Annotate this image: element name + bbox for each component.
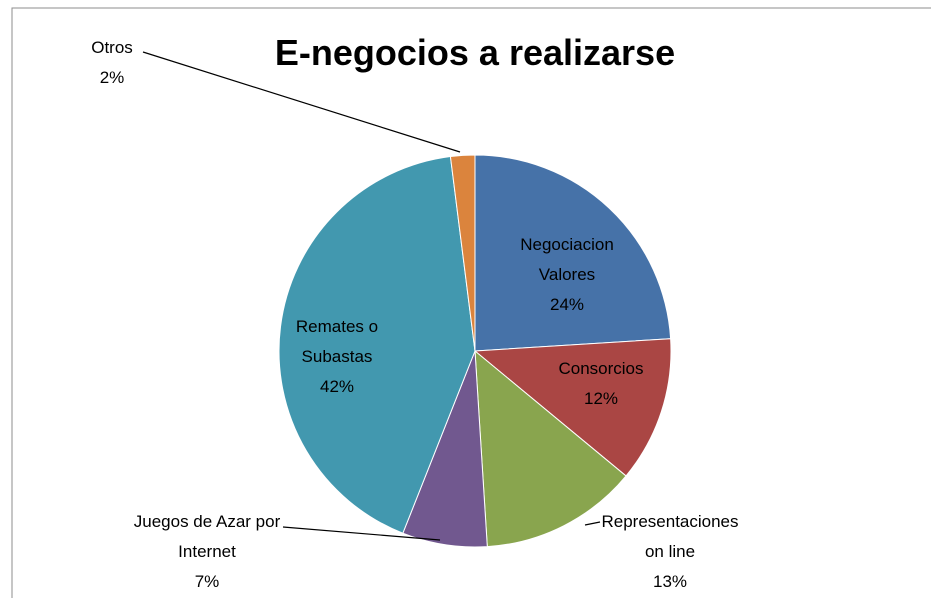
slice-label: Juegos de Azar por Internet xyxy=(133,512,281,561)
slice-label: Representaciones on line xyxy=(601,512,739,561)
leader-line xyxy=(282,526,441,541)
slice-label: Remates o Subastas xyxy=(295,317,379,366)
slice-label: Otros xyxy=(91,38,133,57)
pie-slice xyxy=(449,154,476,352)
pie xyxy=(278,154,672,548)
value-label: 24% xyxy=(549,295,585,314)
pie-slice xyxy=(474,154,672,352)
pie-slice xyxy=(473,338,672,477)
value-label: 7% xyxy=(194,572,220,591)
value-label: 42% xyxy=(319,377,355,396)
value-label: 2% xyxy=(99,68,125,87)
value-label: 13% xyxy=(652,572,688,591)
leader-line xyxy=(142,51,461,153)
leader-line xyxy=(584,521,601,526)
chart-border xyxy=(11,7,931,598)
slice-label: Negociacion Valores xyxy=(520,235,614,284)
pie-slice xyxy=(474,349,627,548)
value-label: 12% xyxy=(583,389,619,408)
pie-slice xyxy=(278,155,476,534)
slice-label: Consorcios xyxy=(558,359,644,378)
chart-title: E-negocios a realizarse xyxy=(274,32,676,73)
